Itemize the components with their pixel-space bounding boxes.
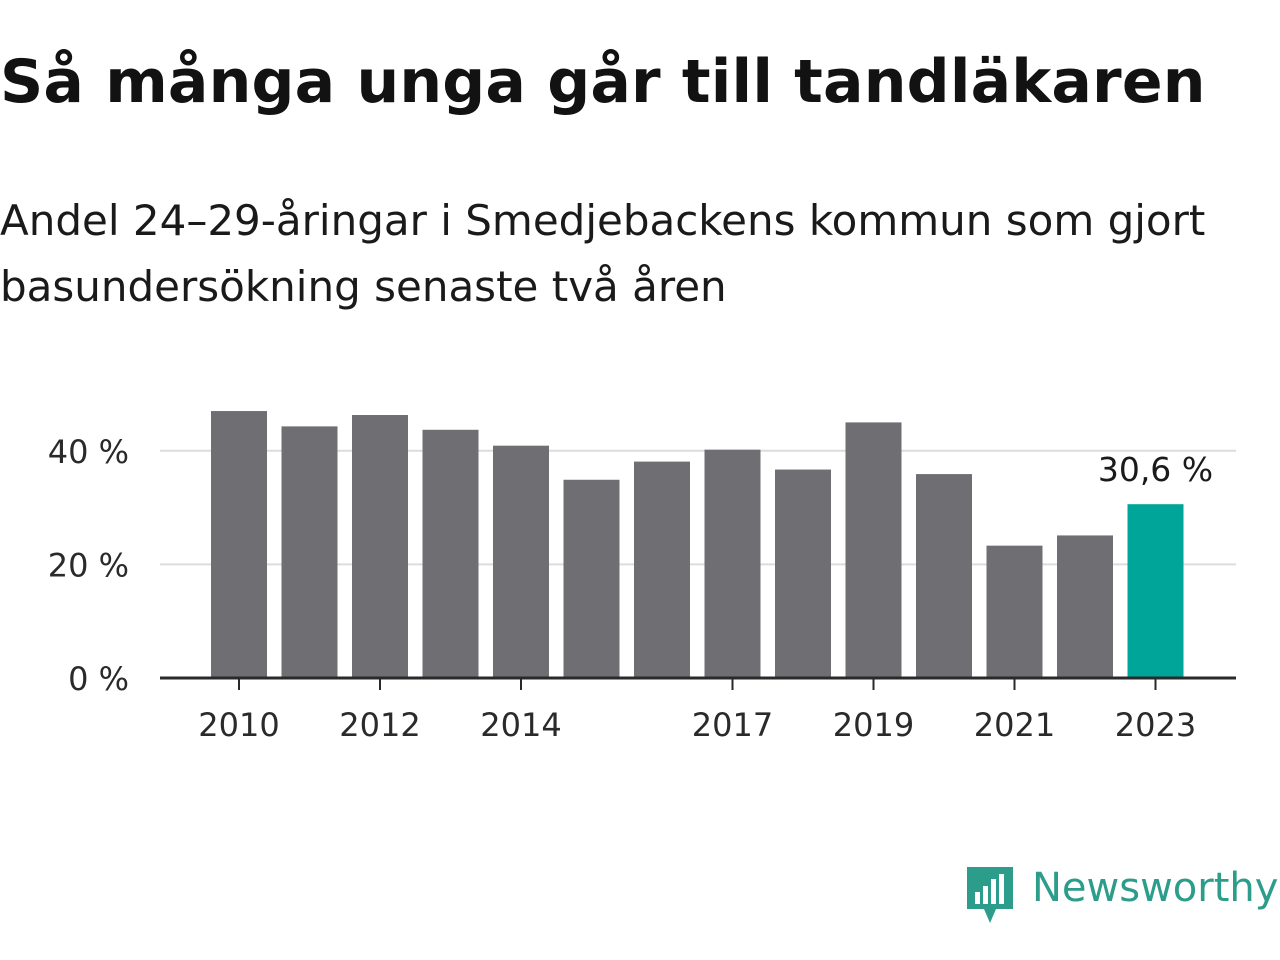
bar xyxy=(1057,535,1113,678)
y-tick-label: 20 % xyxy=(48,546,129,584)
x-tick-label: 2010 xyxy=(198,706,279,744)
newsworthy-logo-text: Newsworthy xyxy=(1032,865,1279,911)
bar xyxy=(493,445,549,678)
newsworthy-logo: Newsworthy xyxy=(964,864,1278,928)
data-label: 30,6 % xyxy=(1098,450,1213,489)
bar-highlighted xyxy=(1127,504,1184,678)
bar xyxy=(352,415,408,678)
x-tick-label: 2017 xyxy=(692,706,773,744)
y-tick-label: 0 % xyxy=(68,660,129,698)
bar xyxy=(211,411,267,678)
bar xyxy=(634,461,690,678)
y-tick-label: 40 % xyxy=(48,433,129,471)
bar xyxy=(986,545,1043,678)
bar xyxy=(775,469,831,678)
x-tick-label: 2019 xyxy=(833,706,914,744)
bar xyxy=(563,479,620,678)
newsworthy-logo-icon xyxy=(967,867,1013,923)
bar xyxy=(845,422,902,678)
x-tick-label: 2023 xyxy=(1115,706,1196,744)
bar xyxy=(916,474,972,678)
bar xyxy=(422,429,479,678)
chart-title: Så många unga går till tandläkaren xyxy=(0,47,1206,117)
bar xyxy=(704,449,761,678)
x-tick-label: 2021 xyxy=(974,706,1055,744)
x-tick-label: 2012 xyxy=(339,706,420,744)
x-tick-label: 2014 xyxy=(480,706,561,744)
bar-chart: 0 % 20 % 40 % 2010 2012 2014 2017 2019 2021 2023 3… xyxy=(48,411,1236,744)
bar xyxy=(281,426,338,678)
chart-subtitle: Andel 24–29-åringar i Smedjebackens komm… xyxy=(0,196,1206,311)
